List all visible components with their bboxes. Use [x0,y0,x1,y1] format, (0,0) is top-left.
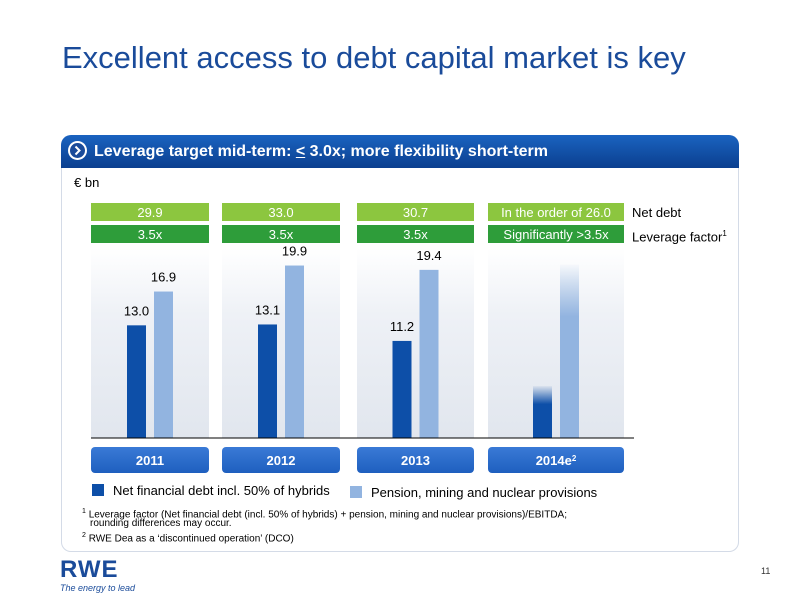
net-debt-value: 30.7 [403,205,428,220]
logo-tagline: The energy to lead [60,583,136,593]
logo-word: RWE [60,556,119,583]
bar-pension-provisions [419,269,439,438]
leverage-label-text: Leverage factor [632,229,723,245]
footnote-1-cont: rounding differences may occur. [90,518,232,529]
bar-net-financial-debt [392,340,412,438]
legend-swatch-net-debt [92,484,104,496]
legend-swatch-provisions [350,486,362,498]
header-less-than: < [295,143,306,160]
year-label-box [488,447,624,473]
leverage-value: 3.5x [403,227,428,242]
bar-label-net-financial-debt: 11.2 [390,319,414,334]
net-debt-box [91,203,209,221]
bar-net-financial-debt-estimate [533,386,552,438]
net-debt-box [222,203,340,221]
year-label-superscript: 2 [572,454,577,463]
header-prefix: Leverage target mid-term: [94,143,296,160]
year-label: 2014e2 [536,453,577,468]
page-number: 11 [761,566,771,576]
bar-net-financial-debt [258,324,277,438]
year-label-box [222,447,340,473]
net-debt-row-label: Net debt [632,205,682,220]
bar-net-financial-debt [127,325,146,438]
bar-pension-provisions-estimate [560,264,579,438]
chevron-right-icon [68,141,87,160]
footnote-1: 1 Leverage factor (Net financial debt (i… [82,506,567,521]
footnote-2-mark: 2 [82,532,86,539]
bar-label-pension-provisions: 19.4 [416,248,441,263]
panel-header-text: Leverage target mid-term: < 3.0x; more f… [94,143,548,161]
rwe-logo: RWE The energy to lead [60,556,136,594]
net-debt-value: 29.9 [137,205,162,220]
column-background [222,248,340,438]
net-debt-value: In the order of 26.0 [501,205,611,220]
bar-pension-provisions [285,265,304,438]
leverage-value: Significantly >3.5x [503,227,609,242]
column-background [91,248,209,438]
footnote-2: 2 RWE Dea as a ‘discontinued operation’ … [82,530,294,545]
column-background [488,248,624,438]
year-label: 2012 [267,453,296,468]
footnote-1-mark: 1 [82,508,86,515]
leverage-box [222,225,340,243]
leverage-box [488,225,624,243]
leverage-box [357,225,474,243]
legend-label-net-debt: Net financial debt incl. 50% of hybrids [113,483,330,498]
unit-label: € bn [74,175,100,190]
bar-label-pension-provisions: 19.9 [282,244,307,259]
year-label-box [91,447,209,473]
leverage-label-superscript: 1 [722,229,727,238]
bar-label-net-financial-debt: 13.0 [124,303,149,318]
panel-header: Leverage target mid-term: < 3.0x; more f… [61,135,739,168]
year-label-box [357,447,474,473]
header-suffix: 3.0x; more flexibility short-term [305,143,548,160]
leverage-value: 3.5x [269,227,294,242]
footnote-2-text: RWE Dea as a ‘discontinued operation’ (D… [88,533,294,545]
column-background [357,248,474,438]
year-label: 2013 [401,453,430,468]
bar-label-net-financial-debt: 13.1 [255,302,280,317]
bar-pension-provisions [154,291,173,438]
leverage-value: 3.5x [138,227,163,242]
year-label: 2011 [136,453,164,468]
slide-title: Excellent access to debt capital market … [62,40,686,75]
net-debt-value: 33.0 [268,205,293,220]
footnote-1-text: Leverage factor (Net financial debt (inc… [88,509,567,521]
legend-label-provisions: Pension, mining and nuclear provisions [371,485,598,500]
leverage-row-label: Leverage factor1 [632,229,727,244]
leverage-box [91,225,209,243]
net-debt-box [357,203,474,221]
bar-label-pension-provisions: 16.9 [151,270,176,285]
net-debt-box [488,203,624,221]
